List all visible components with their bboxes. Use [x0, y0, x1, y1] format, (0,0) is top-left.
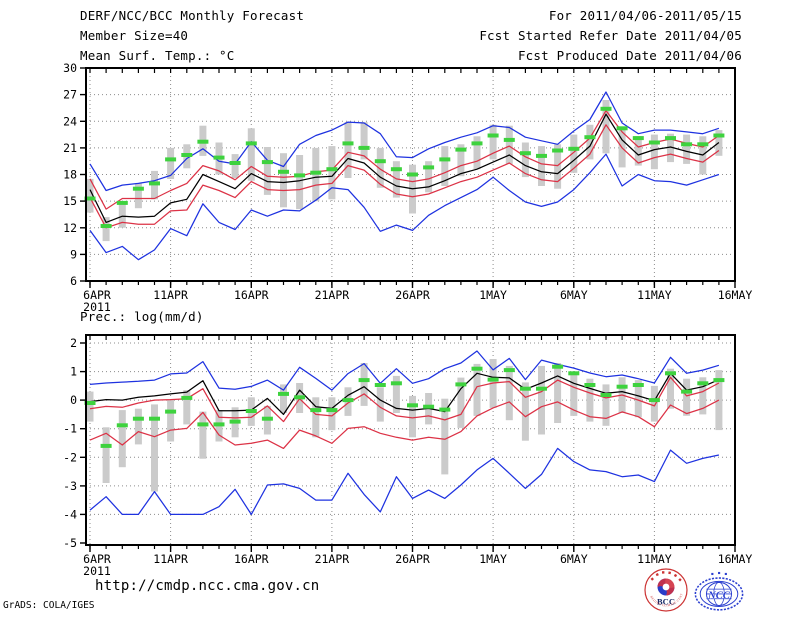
series-ensemble-mean [89, 372, 720, 416]
member-size-label: Member Size=40 [80, 28, 189, 43]
member-spread-bars [86, 359, 723, 492]
x-tick-label: 16MAY [718, 288, 753, 302]
x-tick-label: 6MAY [560, 288, 588, 302]
series-spread-lower [89, 124, 720, 229]
x-tick-label: 6APR [83, 288, 111, 302]
series-ensemble-mean [89, 113, 720, 224]
x-year-label: 2011 [83, 300, 111, 314]
x-tick-label: 11APR [153, 552, 188, 566]
page-title: DERF/NCC/BCC Monthly Forecast [80, 8, 305, 23]
series-spread-lower [89, 399, 720, 450]
y-tick-label: 30 [63, 61, 77, 75]
y-tick-label: 12 [63, 221, 77, 235]
axis-border [85, 334, 736, 546]
bcc-logo-label: BCC [657, 597, 675, 607]
series-spread-upper [89, 109, 720, 210]
ncc-top-glyphs [711, 571, 727, 576]
tick-labels: 6 9 12 15 18 21 24 27 30 6APR 11APR 16APR 21APR 26APR… [63, 61, 752, 314]
tick-marks [80, 336, 736, 552]
x-tick-label: 11MAY [637, 552, 672, 566]
temperature-panel: 6 9 12 15 18 21 24 27 30 6APR 11APR 16APR 21APR 26APR… [63, 61, 752, 314]
bcc-ring-glyphs [650, 571, 682, 582]
x-tick-label: 26APR [395, 552, 430, 566]
x-tick-label: 11APR [153, 288, 188, 302]
y-tick-label: 2 [70, 336, 77, 350]
ncc-wreath-icon [694, 577, 744, 611]
temp-chart-title: Mean Surf. Temp.: °C [80, 48, 235, 63]
series-ensemble-max [89, 350, 720, 391]
bcc-swirl-icon [657, 578, 675, 596]
y-tick-label: 18 [63, 168, 77, 182]
series-ensemble-min [89, 153, 720, 261]
y-tick-label: 9 [70, 247, 77, 261]
ncc-logo: NCC [694, 571, 744, 611]
precip-chart-title: Prec.: log(mm/d) [80, 309, 204, 324]
x-tick-label: 1MAY [479, 288, 507, 302]
ncc-logo-label: NCC [707, 590, 731, 601]
y-tick-label: -3 [63, 479, 77, 493]
series-spread-upper [89, 376, 720, 423]
x-tick-label: 6APR [83, 552, 111, 566]
y-tick-label: 0 [70, 393, 77, 407]
fcst-refer-date-label: Fcst Started Refer Date 2011/04/05 [479, 28, 742, 43]
y-tick-label: 27 [63, 88, 77, 102]
y-tick-label: -1 [63, 422, 77, 436]
y-tick-label: 21 [63, 141, 77, 155]
y-tick-label: -2 [63, 450, 77, 464]
x-tick-label: 21APR [315, 552, 350, 566]
grads-credit: GrADS: COLA/IGES [3, 600, 95, 611]
y-tick-label: 24 [63, 114, 77, 128]
y-tick-label: -5 [63, 536, 77, 550]
x-tick-label: 16APR [234, 552, 269, 566]
series-ensemble-max [89, 91, 720, 192]
y-tick-label: -4 [63, 507, 77, 521]
x-tick-label: 1MAY [479, 552, 507, 566]
y-tick-label: 1 [70, 365, 77, 379]
bcc-logo: BCC BEIJING CLIMATE CENTER [641, 566, 688, 612]
series-ensemble-min [89, 447, 720, 516]
fcst-produced-date-label: Fcst Produced Date 2011/04/06 [517, 48, 742, 63]
member-spread-bars [86, 100, 723, 242]
y-tick-label: 6 [70, 274, 77, 288]
source-url: http://cmdp.ncc.cma.gov.cn [95, 578, 320, 594]
x-tick-label: 21APR [315, 288, 350, 302]
observation-dashes [84, 364, 725, 448]
x-tick-label: 26APR [395, 288, 430, 302]
observation-dashes [84, 106, 725, 228]
x-year-label: 2011 [83, 564, 111, 578]
forecast-period-label: For 2011/04/06-2011/05/15 [548, 8, 742, 23]
y-tick-label: 15 [63, 194, 77, 208]
x-tick-label: 16APR [234, 288, 269, 302]
tick-marks [80, 67, 736, 288]
x-tick-label: 6MAY [560, 552, 588, 566]
x-tick-label: 11MAY [637, 288, 672, 302]
x-tick-label: 16MAY [718, 552, 753, 566]
